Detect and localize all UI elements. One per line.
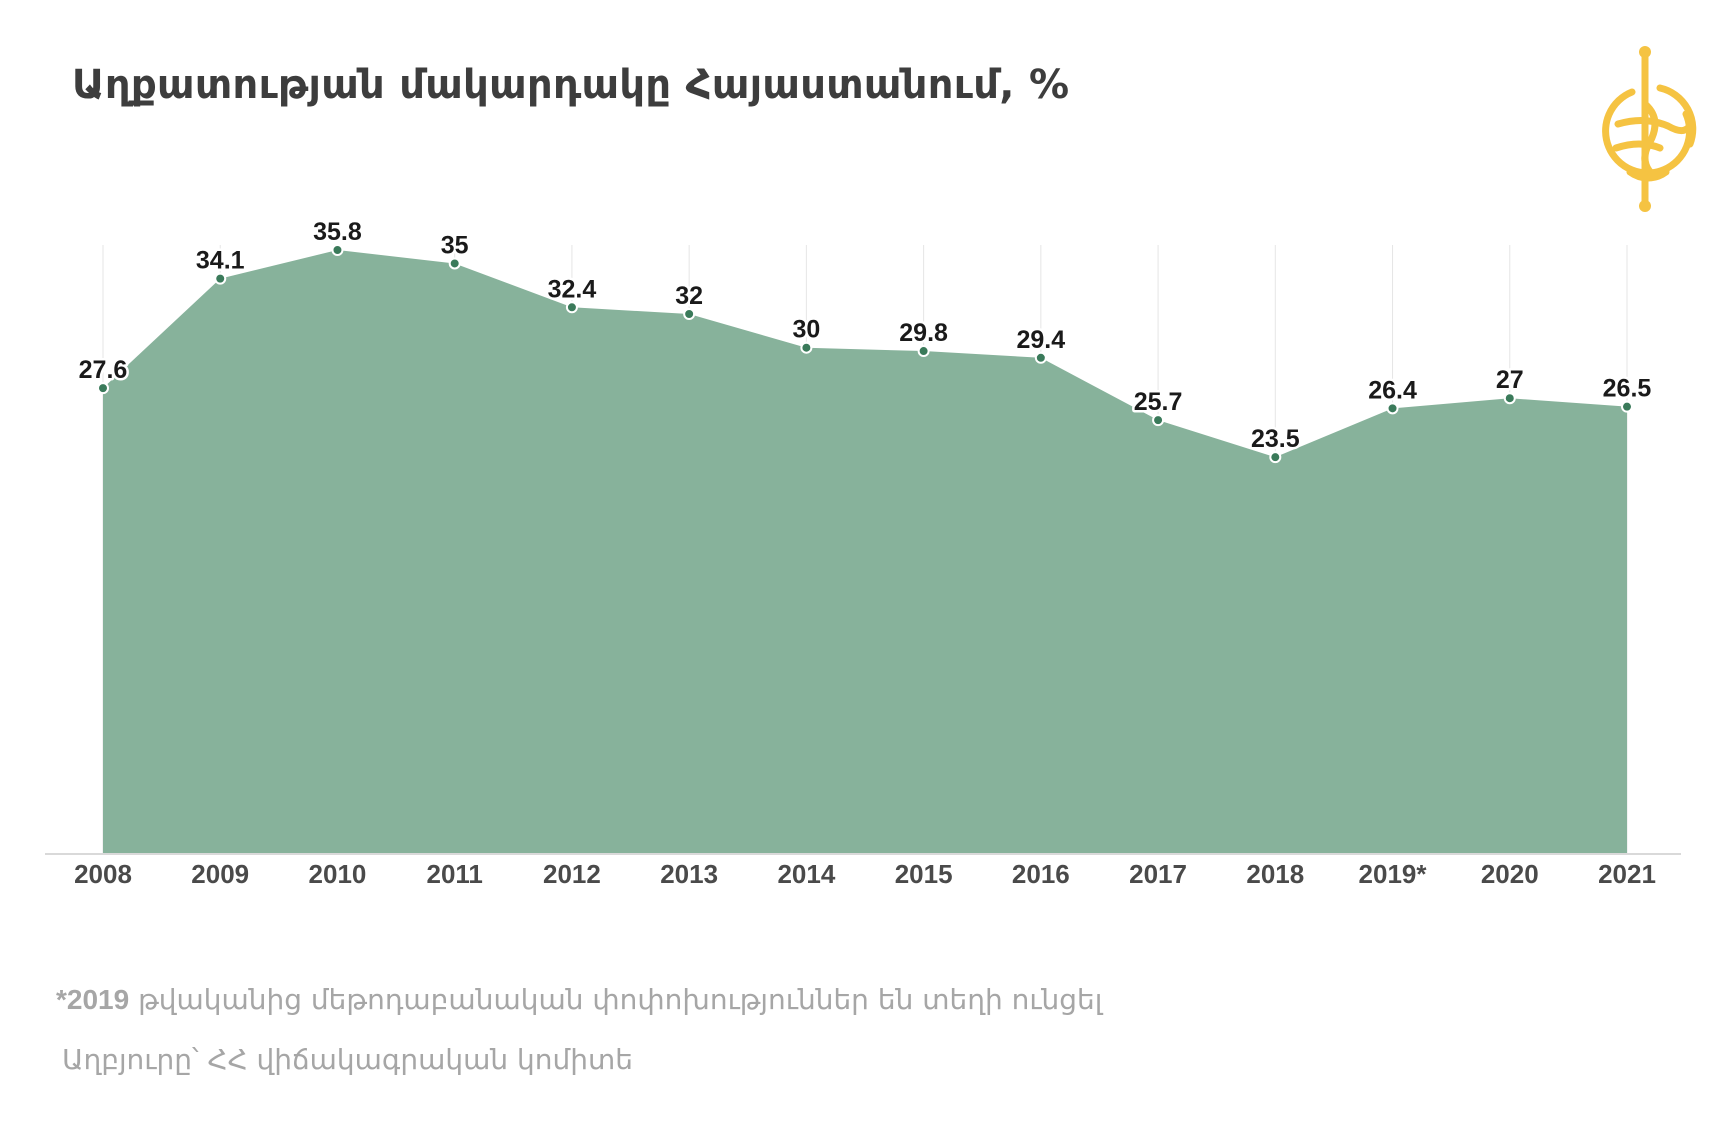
data-point-2008: [97, 382, 109, 395]
x-tick-2015: 2015: [895, 859, 953, 889]
data-point-2021: [1621, 400, 1633, 413]
data-point-2015: [917, 345, 930, 358]
x-tick-2008: 2008: [74, 859, 132, 889]
footnote-text: թվականից մեթոդաբանական փոփոխություններ ե…: [129, 983, 1103, 1016]
data-point-2019: [1386, 402, 1399, 415]
data-point-2016: [1034, 351, 1047, 364]
data-point-2011: [448, 257, 461, 270]
data-label-2009: 34.1: [196, 247, 245, 275]
data-label-2010: 35.8: [313, 218, 362, 246]
x-tick-2017: 2017: [1129, 859, 1187, 889]
x-tick-2019: 2019*: [1359, 859, 1428, 889]
data-point-2018: [1269, 451, 1282, 464]
footnote-mark: *2019: [56, 984, 130, 1015]
data-label-2019: 26.4: [1368, 376, 1417, 404]
x-tick-2020: 2020: [1481, 859, 1539, 889]
data-label-2015: 29.8: [899, 319, 948, 347]
x-tick-2021: 2021: [1598, 859, 1656, 889]
area-chart: 27.6 34.1 35.8 35 32.4 32 30 29.8 29.4 25.7 23.5 26…: [45, 216, 1681, 889]
methodology-footnote: *2019 թվականից մեթոդաբանական փոփոխությու…: [56, 983, 1102, 1016]
x-axis-ticks: 2008 2009 2010 2011 2012 2013 2014 2015 2016 2017…: [74, 859, 1656, 889]
data-label-2017: 25.7: [1134, 388, 1183, 416]
globe-logo-icon: [1602, 46, 1697, 212]
data-label-2018: 23.5: [1251, 425, 1300, 453]
data-point-2009: [214, 272, 227, 285]
data-label-2008: 27.6: [79, 356, 128, 384]
source-note: Աղբյուրը՝ ՀՀ վիճակագրական կոմիտե: [62, 1043, 634, 1076]
data-label-2016: 29.4: [1017, 326, 1066, 354]
data-point-2013: [683, 308, 696, 321]
x-tick-2011: 2011: [426, 859, 482, 889]
data-point-2014: [800, 341, 813, 354]
x-tick-2013: 2013: [660, 859, 718, 889]
data-label-2020: 27: [1496, 366, 1524, 394]
data-markers: [97, 244, 1633, 464]
data-label-2011: 35: [441, 231, 469, 259]
data-point-2010: [331, 244, 344, 256]
area-series: [103, 250, 1627, 853]
x-tick-2009: 2009: [191, 859, 249, 889]
data-labels: 27.6 34.1 35.8 35 32.4 32 30 29.8 29.4 25.7 23.5 26…: [76, 216, 1654, 456]
x-tick-2014: 2014: [777, 859, 835, 889]
x-tick-2016: 2016: [1012, 859, 1070, 889]
data-point-2017: [1152, 414, 1165, 427]
x-tick-2010: 2010: [309, 859, 367, 889]
data-point-2012: [565, 301, 578, 314]
data-label-2014: 30: [792, 316, 820, 344]
chart-title: Աղքատության մակարդակը Հայաստանում, %: [72, 62, 1070, 108]
data-label-2021: 26.5: [1603, 375, 1652, 403]
data-label-2013: 32: [675, 282, 703, 310]
x-tick-2018: 2018: [1246, 859, 1304, 889]
data-label-2012: 32.4: [548, 275, 597, 303]
data-point-2020: [1503, 392, 1516, 405]
x-tick-2012: 2012: [543, 859, 601, 889]
